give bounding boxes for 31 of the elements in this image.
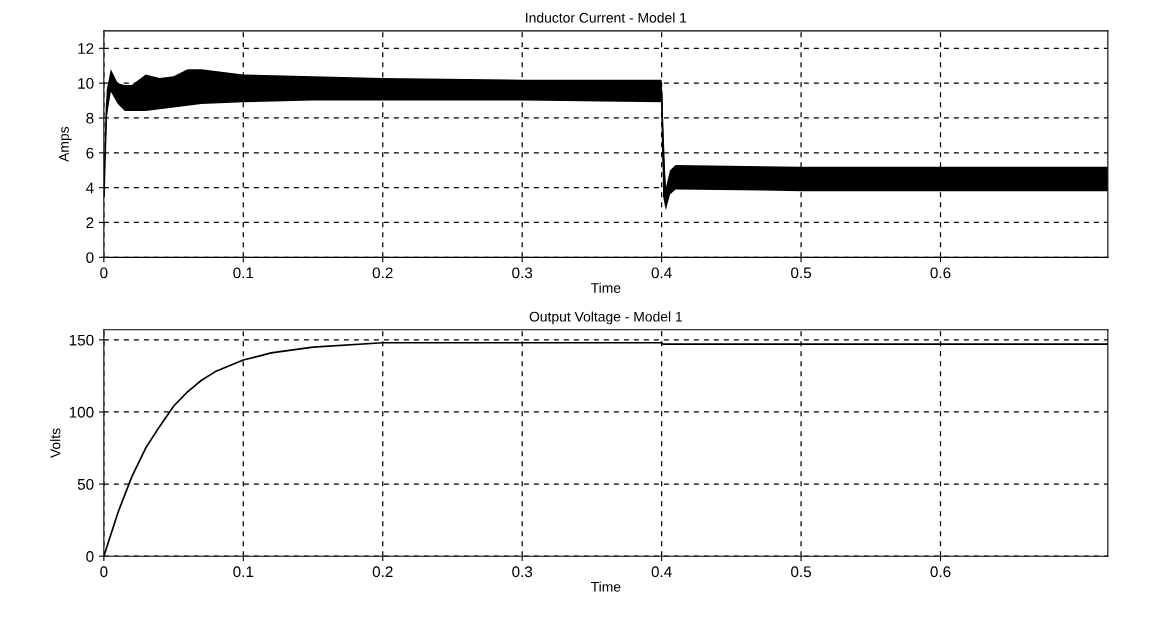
x-tick-label: 0.6 bbox=[930, 566, 951, 578]
x-axis-title: Time bbox=[590, 282, 621, 293]
y-tick-label: 0 bbox=[86, 551, 94, 562]
x-axis-title: Time bbox=[590, 581, 621, 592]
y-tick-label: 0 bbox=[86, 252, 94, 264]
x-tick-label: 0.5 bbox=[791, 267, 812, 279]
y-axis-title: Amps bbox=[59, 126, 72, 162]
chart-title: Inductor Current - Model 1 bbox=[526, 12, 687, 23]
y-tick-label: 50 bbox=[77, 478, 94, 490]
x-tick-label: 0.4 bbox=[651, 267, 672, 279]
chart-title: Output Voltage - Model 1 bbox=[529, 311, 682, 325]
y-axis-title: Volts bbox=[50, 428, 61, 458]
x-tick-label: 0.2 bbox=[372, 566, 393, 578]
x-tick-label: 0.2 bbox=[372, 267, 393, 279]
y-tick-label: 6 bbox=[86, 147, 94, 159]
x-tick-label: 0.4 bbox=[651, 566, 672, 578]
x-tick-label: 0 bbox=[100, 566, 108, 578]
x-tick-label: 0 bbox=[100, 267, 108, 279]
x-tick-label: 0.1 bbox=[233, 267, 254, 279]
y-tick-label: 10 bbox=[78, 78, 94, 89]
x-tick-label: 0.3 bbox=[512, 267, 533, 279]
x-tick-label: 0.1 bbox=[233, 566, 254, 578]
x-tick-label: 0.6 bbox=[930, 267, 951, 279]
y-tick-label: 4 bbox=[85, 182, 94, 194]
x-tick-label: 0.3 bbox=[512, 566, 533, 578]
x-tick-label: 0.5 bbox=[791, 566, 812, 578]
y-tick-label: 8 bbox=[86, 112, 94, 124]
y-tick-label: 12 bbox=[78, 43, 94, 54]
y-tick-label: 100 bbox=[69, 406, 94, 418]
y-tick-label: 2 bbox=[86, 217, 94, 229]
y-tick-label: 150 bbox=[69, 334, 94, 346]
